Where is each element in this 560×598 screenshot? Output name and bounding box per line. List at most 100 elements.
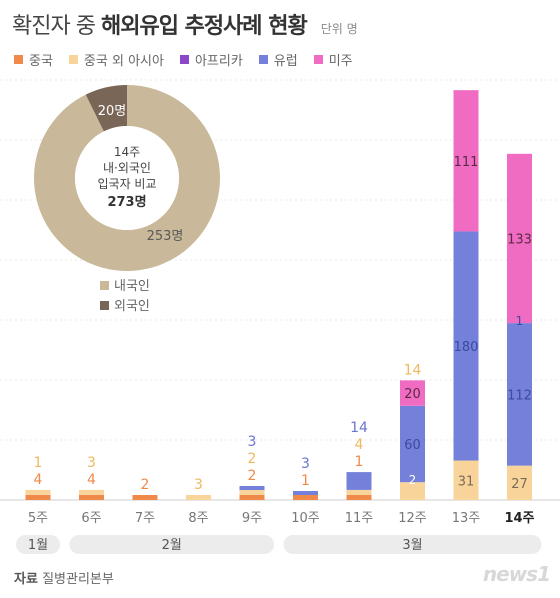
- x-tick-10주: 10주: [291, 511, 320, 526]
- bar-value-other_asia-13: 31: [458, 474, 475, 489]
- bar-value-china-9: 2: [248, 468, 257, 484]
- x-tick-14주: 14주: [504, 511, 534, 526]
- bar-extra-label-africa-12주: 2: [409, 473, 417, 487]
- bar-other_asia-8: [186, 495, 211, 500]
- legend-item-africa: 아프리카: [179, 50, 243, 69]
- x-tick-11주: 11주: [345, 511, 374, 526]
- donut-center-line-1: 14주: [114, 145, 140, 159]
- source-text: 질병관리본부: [42, 572, 114, 587]
- bar-other_asia-11: [346, 489, 372, 495]
- donut-slice-domestic: [33, 85, 220, 272]
- bar-value-other_asia-5: 1: [34, 455, 43, 471]
- title-bold: 해외유입 추정사례 현황: [100, 14, 308, 39]
- news1-logo: news1: [482, 562, 551, 586]
- bar-value-europe-14: 112: [507, 388, 532, 403]
- bar-value-americas-13: 111: [454, 155, 479, 170]
- bar-value-europe-10: 3: [301, 456, 310, 472]
- legend-swatch-other_asia: [68, 55, 78, 64]
- bar-value-other_asia-9: 2: [248, 451, 257, 467]
- bar-value-china-6: 4: [87, 472, 96, 488]
- bar-china-9: [239, 495, 265, 500]
- bar-china-6: [79, 494, 104, 500]
- month-pill-2월: [69, 535, 274, 554]
- bar-europe-10: [293, 491, 318, 495]
- x-tick-6주: 6주: [81, 511, 101, 526]
- bar-value-europe-11: 14: [350, 420, 368, 436]
- bar-value-other_asia-12: 14: [404, 362, 422, 378]
- x-tick-5주: 5주: [28, 511, 48, 526]
- title-prefix: 확진자 중: [12, 14, 96, 39]
- legend-label-africa: 아프리카: [194, 54, 243, 69]
- legend-item-china: 중국: [14, 50, 53, 69]
- bar-china-7: [132, 495, 158, 500]
- donut-slice-foreign: [85, 85, 127, 132]
- x-tick-8주: 8주: [188, 511, 208, 526]
- legend-item-europe: 유럽: [258, 50, 298, 69]
- bar-europe-13: [453, 231, 479, 461]
- legend-swatch-africa: [179, 55, 189, 64]
- month-pill-3월: [283, 535, 542, 554]
- bar-other_asia-14: [507, 465, 532, 500]
- x-tick-12주: 12주: [398, 511, 427, 526]
- donut-label-foreign: 20명: [98, 104, 127, 119]
- legend-item-other_asia: 중국 외 아시아: [68, 50, 164, 69]
- bar-value-china-10: 1: [301, 473, 310, 489]
- legend-swatch-americas: [313, 55, 323, 64]
- legend-swatch-europe: [258, 55, 268, 64]
- month-label-3월: 3월: [402, 538, 422, 553]
- bar-value-europe-12: 60: [404, 438, 421, 453]
- donut-hole: [75, 126, 179, 230]
- bar-value-china-5: 4: [34, 472, 43, 488]
- bar-europe-12: [400, 405, 425, 483]
- legend-swatch-china: [14, 55, 23, 64]
- bar-americas-12: [400, 380, 425, 406]
- bar-value-other_asia-8: 3: [194, 477, 203, 493]
- source-note: 자료 질병관리본부: [14, 568, 114, 587]
- donut-legend-label-domestic: 내국인: [114, 279, 150, 294]
- legend-label-europe: 유럽: [273, 54, 298, 69]
- bar-value-americas-12: 20: [404, 387, 421, 402]
- bar-china-10: [293, 495, 318, 500]
- x-tick-7주: 7주: [135, 511, 155, 526]
- month-label-2월: 2월: [162, 538, 182, 553]
- bar-value-other_asia-6: 3: [87, 455, 96, 471]
- donut-center-line-3: 입국자 비교: [97, 177, 156, 191]
- bar-other_asia-13: [453, 460, 479, 500]
- legend-label-americas: 미주: [328, 54, 353, 69]
- donut-label-domestic: 253명: [147, 229, 184, 244]
- legend-label-china: 중국: [29, 54, 53, 69]
- bar-value-other_asia-11: 4: [355, 437, 364, 453]
- donut-legend-swatch-domestic: [100, 281, 109, 290]
- bar-europe-11: [346, 472, 372, 490]
- donut-center-line-2: 내·외국인: [103, 161, 151, 175]
- legend-label-other_asia: 중국 외 아시아: [83, 54, 164, 69]
- bar-value-europe-9: 3: [248, 434, 257, 450]
- bar-americas-13: [453, 90, 479, 232]
- bar-value-americas-14: 133: [507, 232, 532, 247]
- month-pill-1월: [16, 535, 60, 554]
- month-label-1월: 1월: [28, 538, 48, 553]
- bar-value-china-7: 2: [141, 477, 150, 493]
- bar-value-china-11: 1: [355, 454, 364, 470]
- donut-center-total: 273명: [107, 194, 146, 210]
- bar-china-5: [25, 494, 51, 500]
- bar-europe-14: [507, 323, 532, 466]
- unit-label: 단위 명: [320, 22, 358, 36]
- bar-china-11: [346, 495, 372, 500]
- bar-value-other_asia-14: 27: [511, 477, 528, 492]
- legend-item-americas: 미주: [313, 50, 353, 69]
- bar-extra-label-europe-14주: 1: [516, 314, 524, 328]
- bar-other_asia-6: [79, 489, 104, 495]
- donut-legend-swatch-foreign: [100, 301, 109, 310]
- source-label: 자료: [14, 572, 38, 587]
- chart-title: 확진자 중 해외유입 추정사례 현황 단위 명: [12, 8, 358, 40]
- bar-value-europe-13: 180: [454, 340, 479, 355]
- legend: 중국 중국 외 아시아 아프리카 유럽 미주: [14, 50, 353, 69]
- bar-other_asia-9: [239, 490, 265, 495]
- bar-other_asia-12: [400, 482, 425, 500]
- x-tick-9주: 9주: [242, 511, 262, 526]
- bar-other_asia-5: [25, 489, 51, 495]
- bar-americas-14: [507, 153, 532, 324]
- x-tick-13주: 13주: [452, 511, 481, 526]
